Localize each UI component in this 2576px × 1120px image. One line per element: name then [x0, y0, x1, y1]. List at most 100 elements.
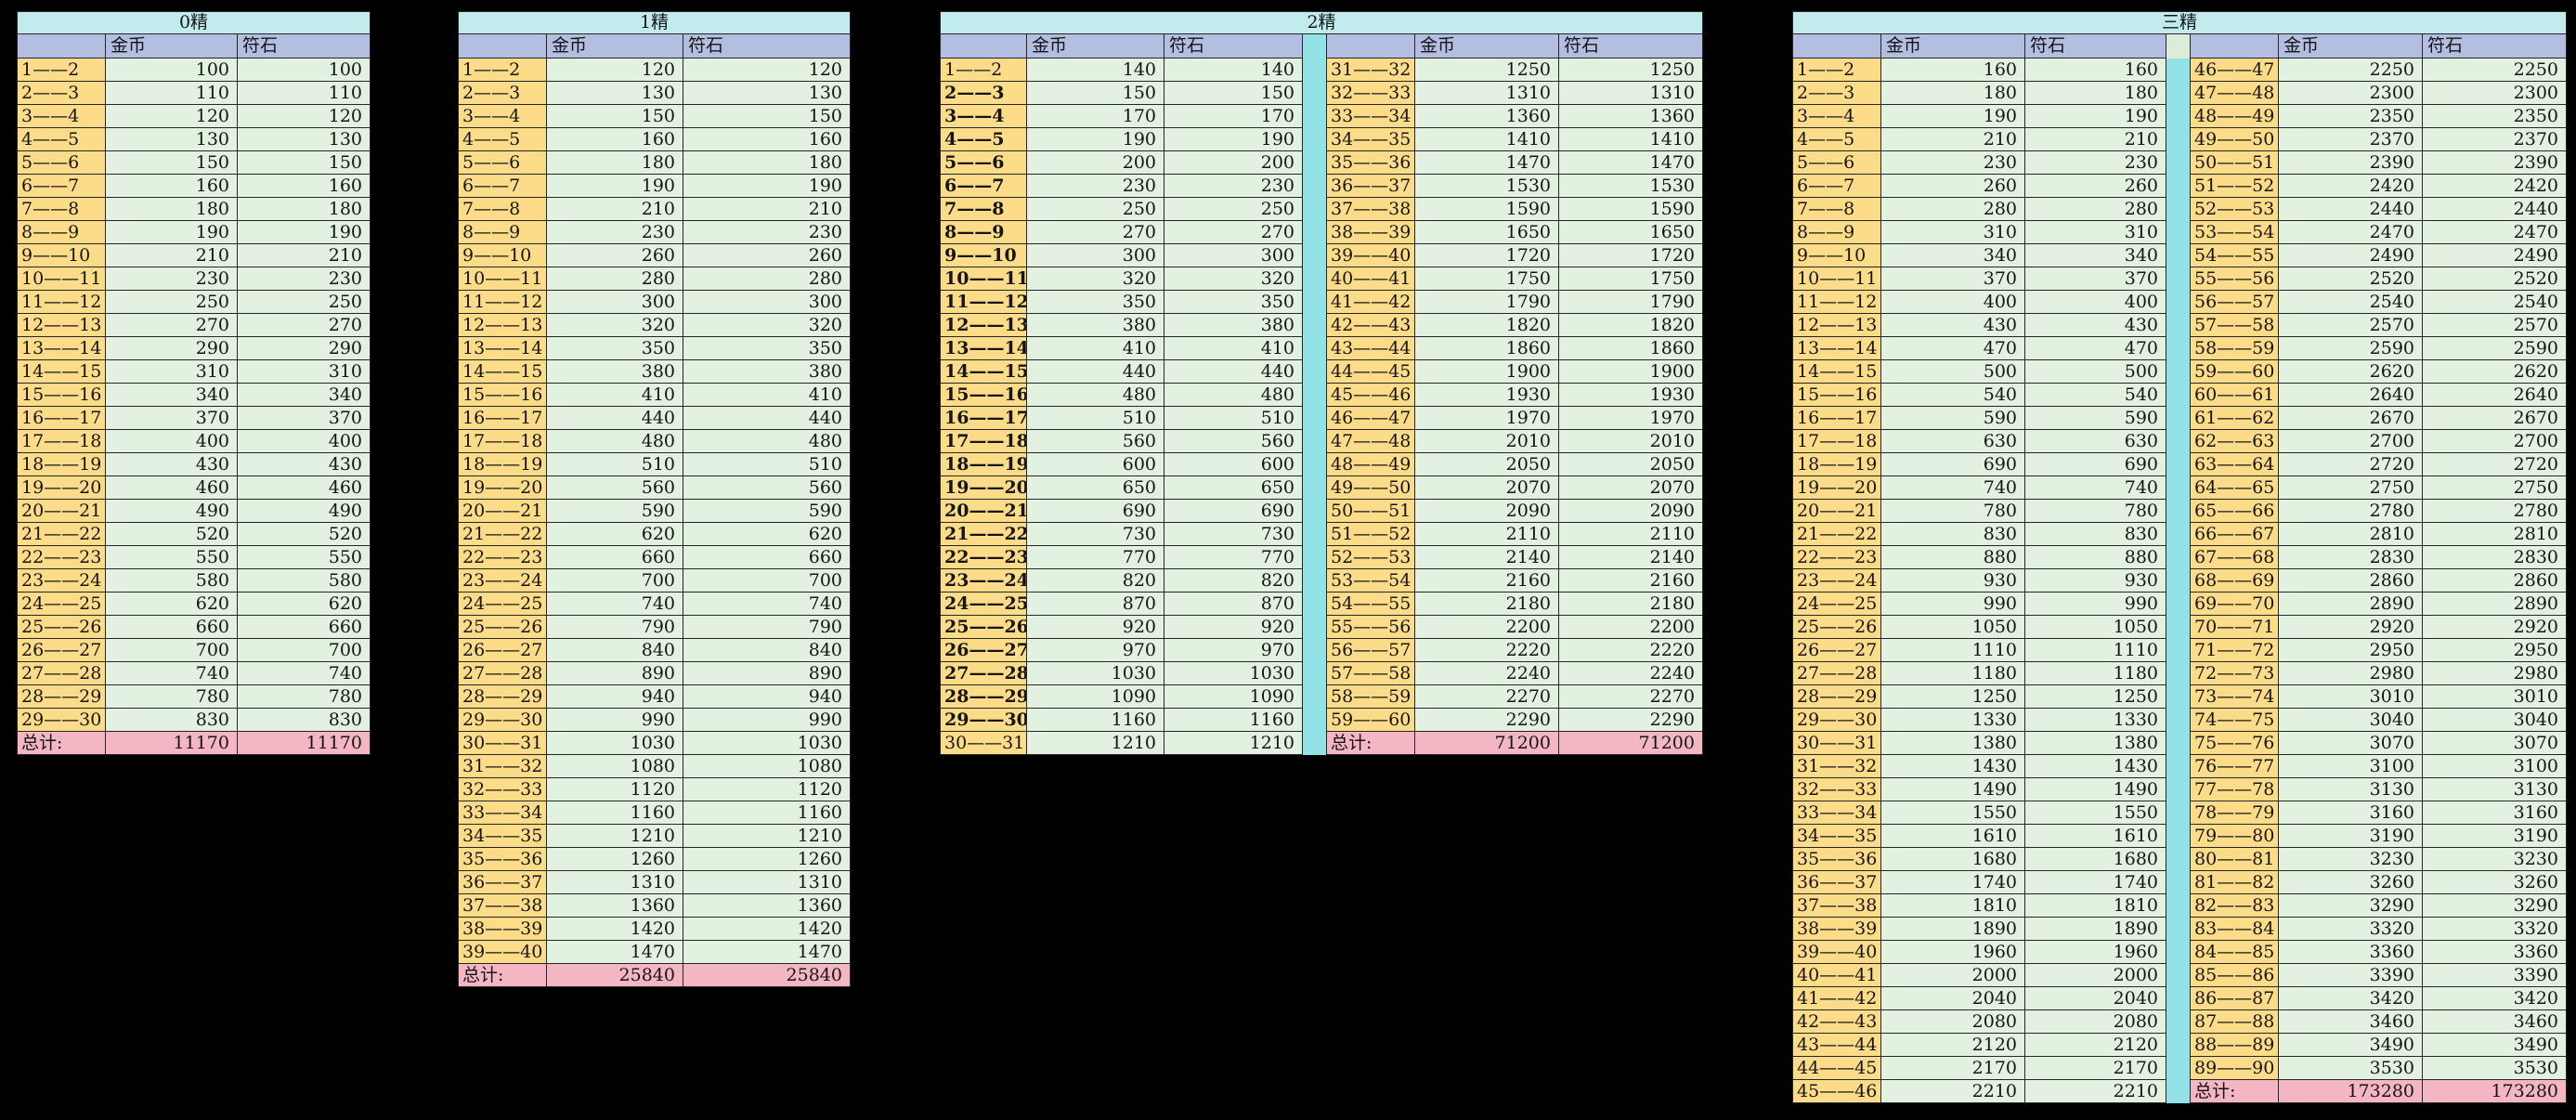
table-row: 12——13 270 270 — [18, 314, 371, 337]
table-row: 15——16 480 480 — [941, 384, 1303, 407]
table-row: 10——11 320 320 — [941, 267, 1303, 291]
table-row: 74——75 3040 3040 — [2191, 709, 2567, 732]
level-range-cell: 15——16 — [18, 384, 106, 407]
rune-cost-cell: 3320 — [2423, 918, 2567, 941]
level-range-cell: 37——38 — [1793, 894, 1881, 918]
rune-cost-cell: 260 — [683, 244, 851, 267]
gold-cost-cell: 320 — [547, 314, 683, 337]
table-row: 53——54 2470 2470 — [2191, 221, 2567, 244]
table-group: 金币 符石 46——47 2250 2250 47——48 2300 2300 48——49 23… — [2190, 34, 2567, 1103]
rune-cost-cell: 1970 — [1559, 407, 1703, 430]
rune-cost-cell: 190 — [238, 221, 371, 244]
level-range-cell: 10——11 — [459, 267, 547, 291]
rune-cost-cell: 2570 — [2423, 314, 2567, 337]
level-range-cell: 10——11 — [1793, 267, 1881, 291]
table-row: 81——82 3260 3260 — [2191, 871, 2567, 894]
rune-cost-cell: 650 — [1164, 476, 1303, 500]
gold-cost-cell: 650 — [1027, 476, 1164, 500]
rune-cost-cell: 970 — [1164, 639, 1303, 662]
rune-cost-cell: 2860 — [2423, 569, 2567, 593]
rune-cost-cell: 260 — [2025, 175, 2166, 198]
rune-cost-cell: 2110 — [1559, 523, 1703, 546]
level-range-cell: 53——54 — [1327, 569, 1415, 593]
gold-cost-cell: 770 — [1027, 546, 1164, 569]
rune-cost-cell: 3290 — [2423, 894, 2567, 918]
table-row: 8——9 270 270 — [941, 221, 1303, 244]
table-row: 41——42 2040 2040 — [1793, 987, 2166, 1010]
gold-cost-cell: 440 — [1027, 360, 1164, 384]
level-range-cell: 51——52 — [1327, 523, 1415, 546]
gold-cost-cell: 190 — [1881, 105, 2025, 128]
level-range-cell: 13——14 — [1793, 337, 1881, 360]
level-range-cell: 33——34 — [1793, 801, 1881, 825]
level-range-cell: 8——9 — [941, 221, 1027, 244]
level-range-cell: 6——7 — [18, 175, 106, 198]
level-range-cell: 34——35 — [1793, 825, 1881, 848]
rune-cost-cell: 1790 — [1559, 291, 1703, 314]
rune-cost-cell: 1820 — [1559, 314, 1703, 337]
table-row: 4——5 190 190 — [941, 128, 1303, 151]
gold-cost-cell: 1080 — [547, 755, 683, 778]
rune-cost-cell: 2700 — [2423, 430, 2567, 453]
total-gold-cell: 173280 — [2279, 1080, 2423, 1103]
level-range-cell: 22——23 — [459, 546, 547, 569]
gold-cost-cell: 110 — [106, 82, 238, 105]
rune-cost-cell: 210 — [683, 198, 851, 221]
table-row: 21——22 620 620 — [459, 523, 851, 546]
rune-cost-cell: 990 — [2025, 593, 2166, 616]
table-row: 36——37 1530 1530 — [1327, 175, 1703, 198]
level-range-cell: 3——4 — [18, 105, 106, 128]
table-row: 20——21 780 780 — [1793, 500, 2166, 523]
table-row: 6——7 190 190 — [459, 175, 851, 198]
gold-cost-cell: 480 — [547, 430, 683, 453]
level-range-cell: 31——32 — [1793, 755, 1881, 778]
total-row: 总计: 71200 71200 — [1327, 732, 1703, 755]
table-row: 11——12 300 300 — [459, 291, 851, 314]
gold-cost-cell: 3230 — [2279, 848, 2423, 871]
rune-cost-cell: 1420 — [683, 918, 851, 941]
table-row: 29——30 990 990 — [459, 709, 851, 732]
rune-cost-cell: 2780 — [2423, 500, 2567, 523]
table-row: 60——61 2640 2640 — [2191, 384, 2567, 407]
rune-cost-cell: 2830 — [2423, 546, 2567, 569]
gold-cost-cell: 1970 — [1415, 407, 1559, 430]
table-row: 5——6 150 150 — [18, 151, 371, 175]
gold-cost-cell: 2830 — [2279, 546, 2423, 569]
rune-cost-cell: 380 — [683, 360, 851, 384]
separator-header-cap — [2166, 34, 2190, 59]
table-row: 38——39 1420 1420 — [459, 918, 851, 941]
level-range-cell: 21——22 — [18, 523, 106, 546]
level-range-cell: 41——42 — [1793, 987, 1881, 1010]
level-range-cell: 87——88 — [2191, 1010, 2279, 1034]
table-row: 21——22 520 520 — [18, 523, 371, 546]
gold-cost-cell: 730 — [1027, 523, 1164, 546]
level-range-cell: 36——37 — [1327, 175, 1415, 198]
rune-cost-cell: 170 — [1164, 105, 1303, 128]
gold-cost-cell: 560 — [547, 476, 683, 500]
table-row: 48——49 2350 2350 — [2191, 105, 2567, 128]
level-range-cell: 35——36 — [1793, 848, 1881, 871]
gold-cost-cell: 1900 — [1415, 360, 1559, 384]
gold-cost-cell: 250 — [1027, 198, 1164, 221]
table-row: 53——54 2160 2160 — [1327, 569, 1703, 593]
level-range-cell: 8——9 — [459, 221, 547, 244]
gold-cost-cell: 890 — [547, 662, 683, 685]
level-range-cell: 5——6 — [1793, 151, 1881, 175]
table-row: 43——44 1860 1860 — [1327, 337, 1703, 360]
rune-cost-cell: 590 — [683, 500, 851, 523]
table-row: 18——19 430 430 — [18, 453, 371, 476]
rune-cost-cell: 2270 — [1559, 685, 1703, 709]
gold-cost-cell: 260 — [1881, 175, 2025, 198]
gold-cost-cell: 370 — [106, 407, 238, 430]
gold-cost-cell: 620 — [547, 523, 683, 546]
table-row: 12——13 380 380 — [941, 314, 1303, 337]
table-row: 26——27 700 700 — [18, 639, 371, 662]
gold-cost-cell: 130 — [106, 128, 238, 151]
table-row: 86——87 3420 3420 — [2191, 987, 2567, 1010]
rune-cost-cell: 230 — [238, 267, 371, 291]
rune-cost-cell: 210 — [2025, 128, 2166, 151]
column-header-gold: 金币 — [106, 34, 238, 59]
header-row: 金币 符石 — [2191, 34, 2567, 59]
rune-cost-cell: 2750 — [2423, 476, 2567, 500]
gold-cost-cell: 3070 — [2279, 732, 2423, 755]
